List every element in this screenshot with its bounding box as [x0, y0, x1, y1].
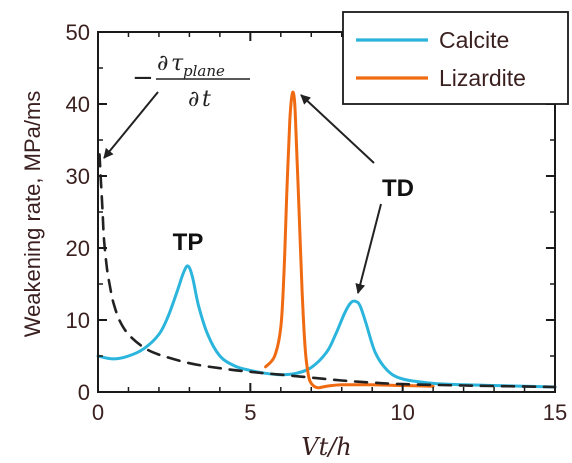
legend-box [342, 11, 569, 105]
x-tick-label: 15 [543, 400, 567, 425]
series-lizardite-line [264, 90, 435, 390]
tp-annotation-label: TP [173, 229, 204, 256]
series-layer [96, 90, 557, 390]
y-tick-label: 10 [66, 308, 90, 333]
y-tick-label: 50 [66, 20, 90, 45]
dashed-curve-arrow [103, 91, 159, 159]
math-numerator-subscript: plane [183, 62, 225, 80]
x-tick-label: 0 [92, 400, 104, 425]
y-tick-label: 30 [66, 164, 90, 189]
td-arrow-calcite [355, 203, 382, 294]
y-tick-label: 20 [66, 236, 90, 261]
y-tick-label: 0 [78, 380, 90, 405]
math-denominator-t: t [202, 87, 211, 112]
td-arrow-lizardite [300, 94, 375, 164]
math-denominator-partial: ∂ [188, 87, 199, 112]
axes-layer: 0 5 10 15 0 10 20 30 40 50 Vt/h Weakening rate, MPa… [20, 20, 567, 461]
series-shear-stress-rate-line [98, 153, 557, 389]
x-tick-label: 5 [244, 400, 256, 425]
td-annotation-label: TD [382, 175, 414, 202]
legend-item-calcite-label: Calcite [439, 27, 509, 53]
x-tick-label: 10 [390, 400, 414, 425]
math-numerator-tau: τ [171, 51, 184, 76]
math-minus-sign: − [132, 63, 154, 93]
legend-item-lizardite-label: Lizardite [439, 65, 526, 91]
y-tick-label: 40 [66, 92, 90, 117]
y-axis-label: Weakening rate, MPa/ms [20, 91, 45, 338]
math-numerator-partial: ∂ [157, 51, 168, 76]
legend: Calcite Lizardite [342, 11, 569, 105]
series-calcite-line [96, 264, 557, 389]
x-axis-label: Vt/h [301, 433, 352, 461]
